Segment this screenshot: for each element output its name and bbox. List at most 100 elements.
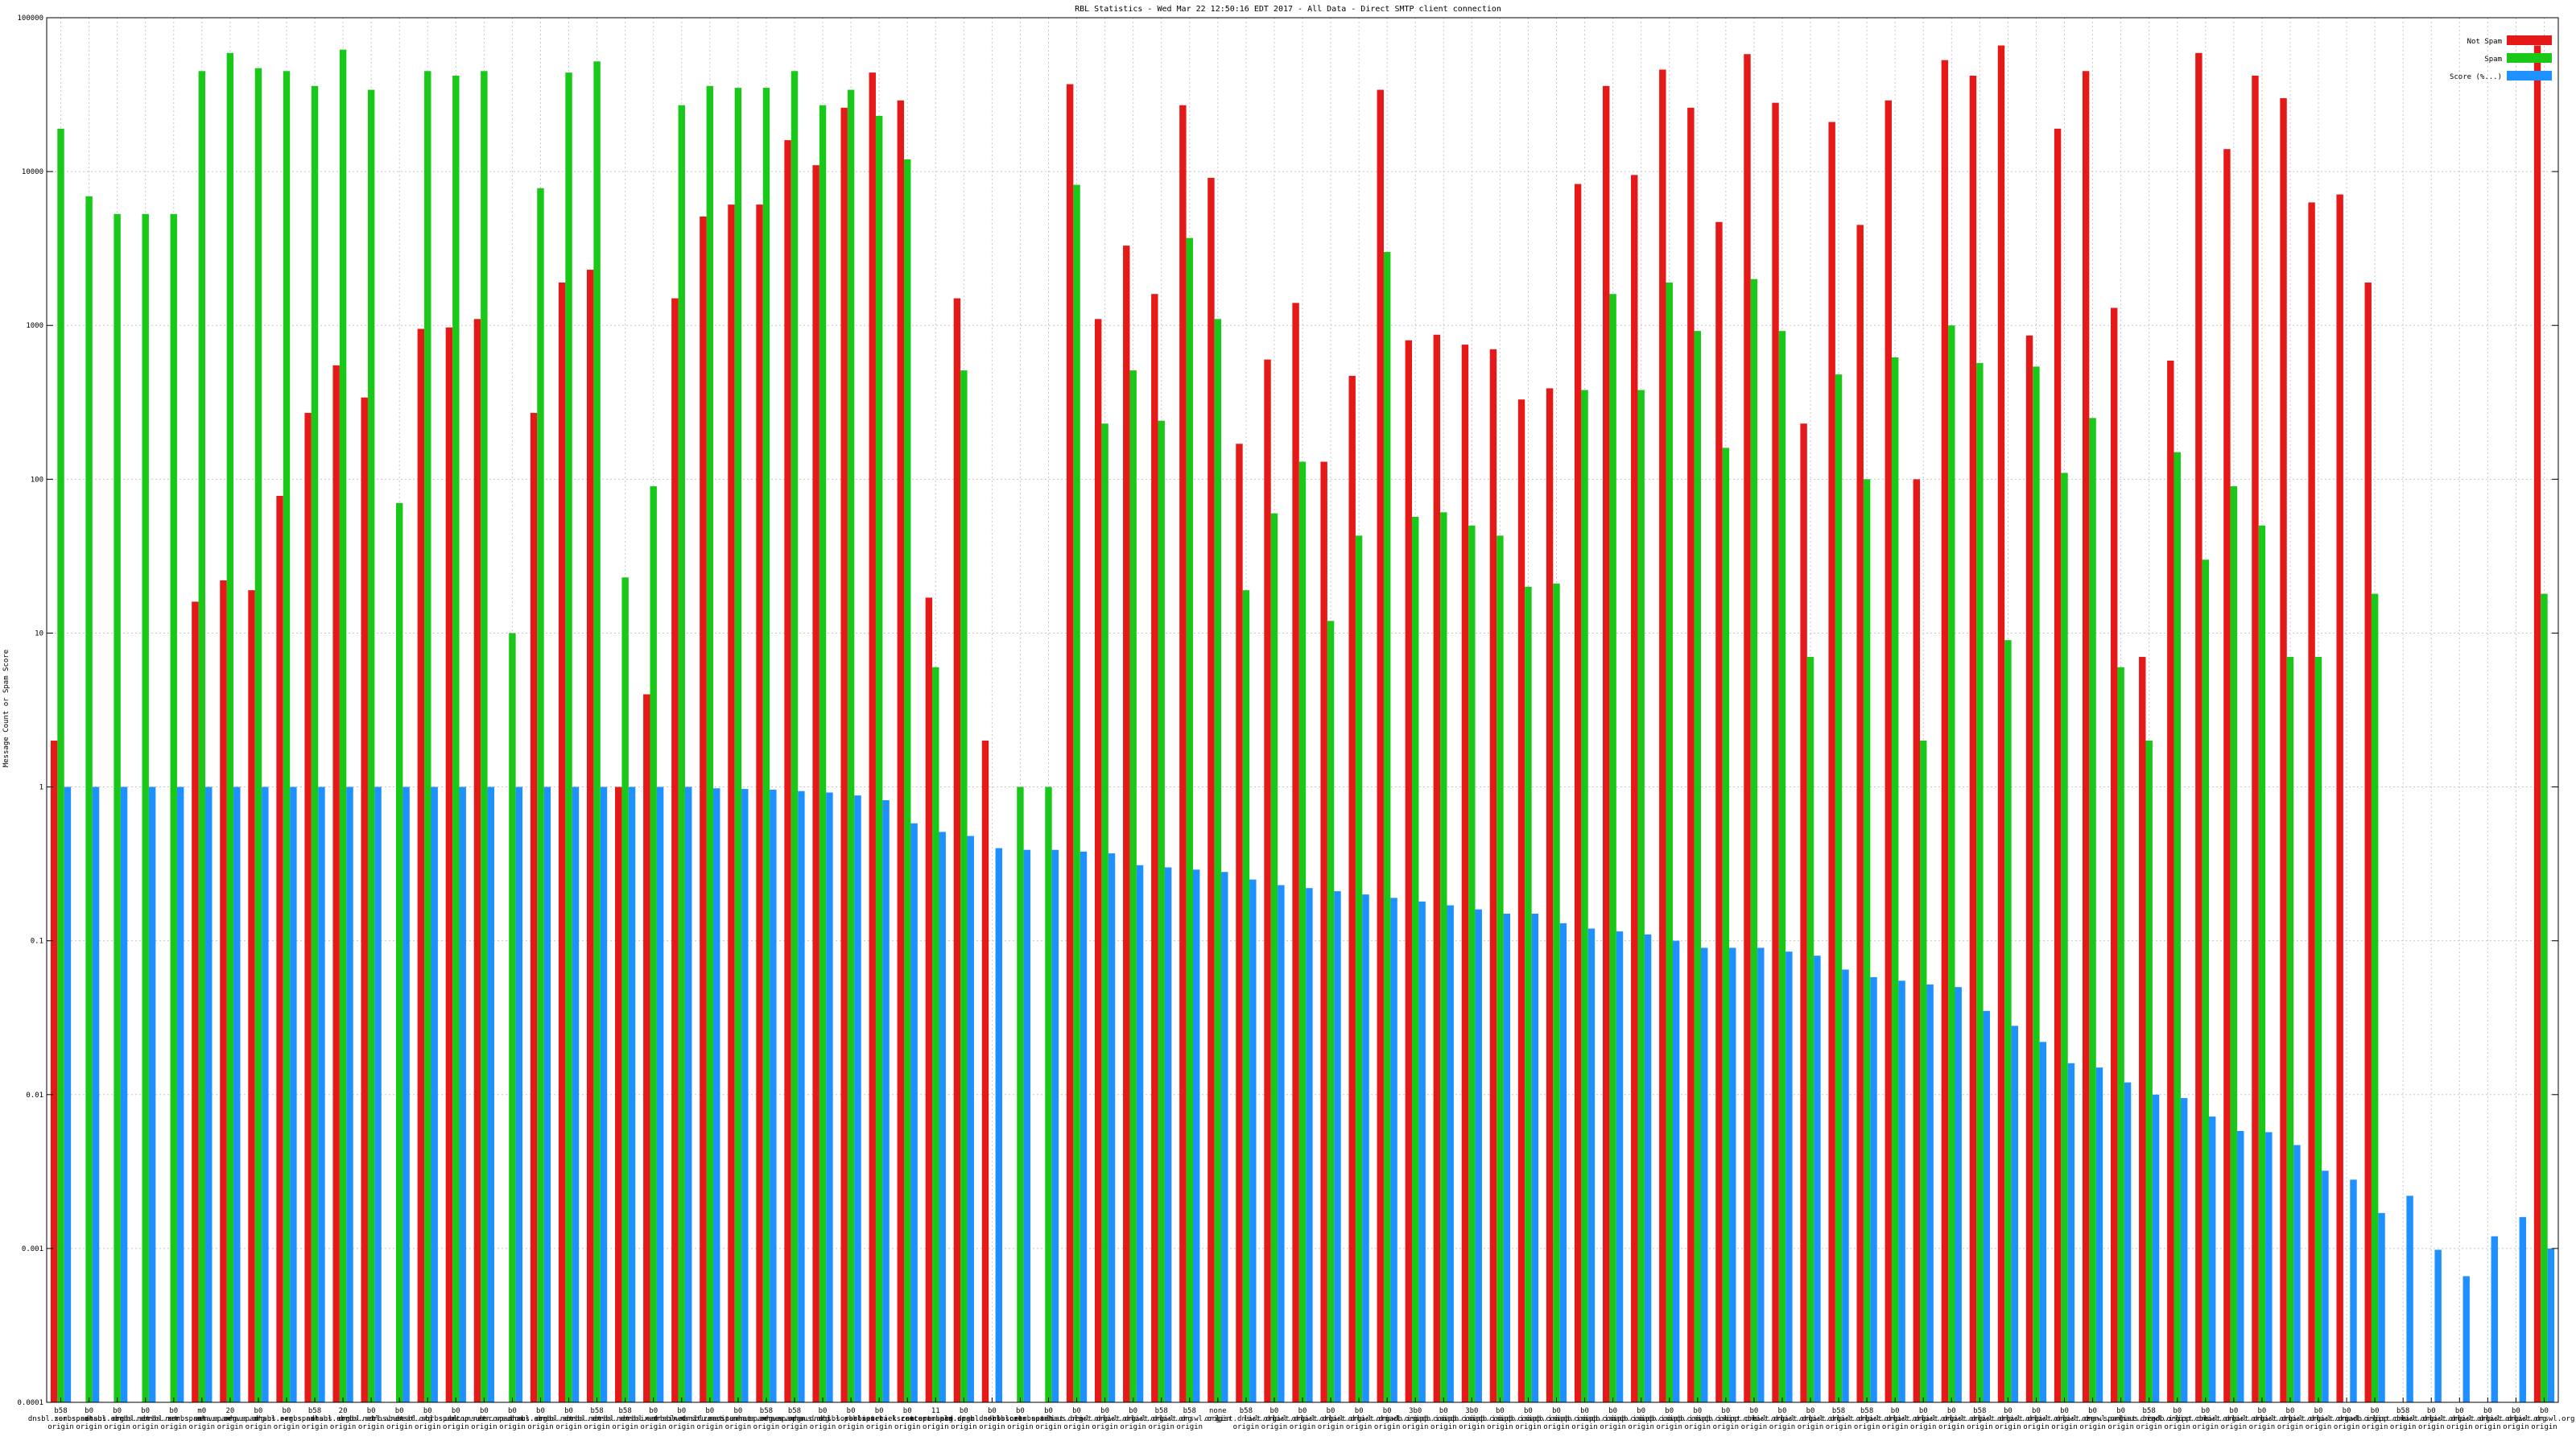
bar-score <box>910 823 918 1402</box>
bar-score <box>290 786 297 1402</box>
bar-spam <box>1525 586 1532 1402</box>
bar-spam <box>1863 479 1871 1403</box>
bar-not-spam <box>1631 175 1638 1402</box>
bar-spam <box>1694 331 1701 1402</box>
bar-spam <box>2061 473 2068 1402</box>
bar-spam <box>367 89 375 1403</box>
bar-not-spam <box>840 107 848 1403</box>
bar-spam <box>621 577 629 1402</box>
x-category-label: b0 list.dnswl.org origin <box>2203 1407 2264 1431</box>
bar-score <box>882 800 890 1402</box>
bar-score <box>2322 1170 2329 1402</box>
bar-spam <box>1017 786 1024 1402</box>
bar-spam <box>452 76 460 1403</box>
y-axis-ticks: 0.0001 0.001 0.01 0.1 1 10 100 1000 10000 100000 <box>17 14 2558 1407</box>
bar-score <box>543 786 551 1402</box>
bar-score <box>1898 980 1905 1402</box>
x-category-label: b58 dnsbl.sorbs.net origin <box>28 1407 93 1431</box>
bar-spam <box>2145 741 2153 1402</box>
x-category-label: b0 list.dnswl.org origin <box>1328 1407 1389 1431</box>
y-tick-label: 0.0001 <box>17 1399 43 1407</box>
bar-score <box>967 836 974 1402</box>
x-category-label: b0 list.dnswl.org origin <box>2316 1407 2377 1431</box>
bar-not-spam <box>2252 76 2259 1403</box>
bar-score <box>2547 1248 2555 1402</box>
x-category-label: m0 zen.spamhaus.org origin <box>167 1407 237 1431</box>
x-category-label: b0 list.dnswl.org origin <box>2457 1407 2518 1431</box>
bar-not-spam <box>1800 423 1807 1402</box>
bar-not-spam <box>953 298 961 1402</box>
x-category-label: b58 zen.spamhaus.org origin <box>760 1407 830 1431</box>
bar-not-spam <box>558 282 566 1402</box>
bar-score <box>1051 849 1059 1402</box>
bar-spam <box>734 88 742 1402</box>
x-category-label: b0 dnsbl.sorbs.net origin <box>254 1407 319 1431</box>
bar-score <box>826 792 833 1402</box>
bar-score <box>1926 984 1934 1402</box>
bar-spam <box>819 105 827 1402</box>
x-category-label: b0 list.dnswl.org origin <box>2514 1407 2575 1431</box>
x-category-label: 3b0 iadb.isipp.com origin <box>1441 1407 1502 1431</box>
bar-not-spam <box>897 100 905 1403</box>
bar-score <box>459 786 466 1402</box>
x-category-label: b0 list.dnswl.org origin <box>2034 1407 2095 1431</box>
bar-score <box>262 786 269 1402</box>
bar-spam <box>2174 452 2181 1402</box>
x-category-label: b0 dnsbl.sorbs.net origin <box>621 1407 686 1431</box>
bar-score <box>402 786 410 1402</box>
bar-spam <box>1637 390 1645 1402</box>
x-category-label: b0 dnsbl.sorbs.net origin <box>85 1407 150 1431</box>
bar-spam <box>1778 331 1786 1402</box>
bar-spam <box>254 68 262 1402</box>
legend-label: Score (%...) <box>2450 73 2502 81</box>
x-category-label: b0 new.spam.dnsbl.sorbs.net origin <box>770 1407 875 1431</box>
bar-score <box>1587 928 1596 1402</box>
bar-score <box>1559 923 1567 1402</box>
bar-score <box>1418 901 1426 1402</box>
bar-score <box>1870 976 1877 1402</box>
bar-not-spam <box>2054 128 2062 1403</box>
bar-score <box>1757 947 1765 1402</box>
bar-not-spam <box>2533 45 2541 1402</box>
bar-spam <box>395 502 403 1403</box>
bar-not-spam <box>1687 107 1695 1403</box>
bar-not-spam <box>1546 388 1554 1403</box>
x-category-label: b0 zen.spamhaus.org origin <box>477 1407 547 1431</box>
bar-score <box>684 786 692 1402</box>
bar-score <box>2293 1145 2301 1402</box>
y-tick-label: 10000 <box>22 168 43 176</box>
bar-spam <box>509 633 516 1402</box>
x-category-label: b0 recent.spam.dnsbl.sorbs.net origin <box>905 1407 1022 1431</box>
x-category-label: b0 dnsbl.sorbs.net origin <box>508 1407 573 1431</box>
legend: Not Spam Spam Score (%...) <box>2450 35 2552 81</box>
x-category-label: b0 iadb.isipp.com origin <box>1667 1407 1728 1431</box>
bar-spam <box>2286 657 2294 1402</box>
bar-score <box>995 848 1003 1402</box>
bar-not-spam <box>304 412 312 1402</box>
x-category-label: b0 list.dnswl.org origin <box>2260 1407 2321 1431</box>
bar-score <box>798 791 805 1402</box>
bar-spam <box>1186 237 1193 1402</box>
bar-score <box>515 786 523 1402</box>
y-tick-label: 1000 <box>26 322 43 330</box>
x-category-label: b0 list.dnswl.org origin <box>1244 1407 1305 1431</box>
bar-spam <box>1242 590 1250 1402</box>
bar-spam <box>2371 593 2379 1402</box>
bar-score <box>487 786 494 1402</box>
bar-score <box>1108 853 1116 1402</box>
bar-not-spam <box>1236 444 1243 1402</box>
bar-score <box>2039 1042 2047 1402</box>
x-category-label: b0 iadb.isipp.com origin <box>1413 1407 1474 1431</box>
bar-score <box>1842 969 1849 1402</box>
bar-not-spam <box>2025 335 2033 1403</box>
x-category-label: 3b0 iadb.isipp.com origin <box>1385 1407 1446 1431</box>
bar-spam <box>481 71 488 1403</box>
bar-not-spam <box>1489 349 1497 1403</box>
bar-score <box>1616 931 1624 1402</box>
bar-score <box>2152 1094 2160 1402</box>
bar-not-spam <box>473 319 481 1402</box>
bar-spam <box>1468 525 1476 1402</box>
bar-spam <box>1214 319 1222 1402</box>
bar-spam <box>1045 786 1052 1402</box>
